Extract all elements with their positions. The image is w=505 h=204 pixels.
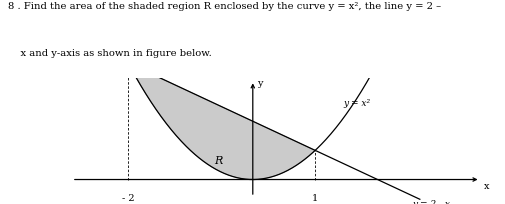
Text: 1: 1 (312, 194, 318, 203)
Text: y = 2 - x: y = 2 - x (412, 201, 450, 204)
Text: R: R (214, 156, 223, 166)
Text: - 2: - 2 (122, 194, 134, 203)
Polygon shape (128, 63, 315, 180)
Text: y: y (257, 79, 263, 88)
Text: x and y-axis as shown in figure below.: x and y-axis as shown in figure below. (8, 49, 211, 58)
Text: 8 . Find the area of the shaded region R enclosed by the curve y = x², the line : 8 . Find the area of the shaded region R… (8, 2, 441, 11)
Text: y = x²: y = x² (343, 100, 370, 109)
Text: x: x (484, 182, 489, 191)
